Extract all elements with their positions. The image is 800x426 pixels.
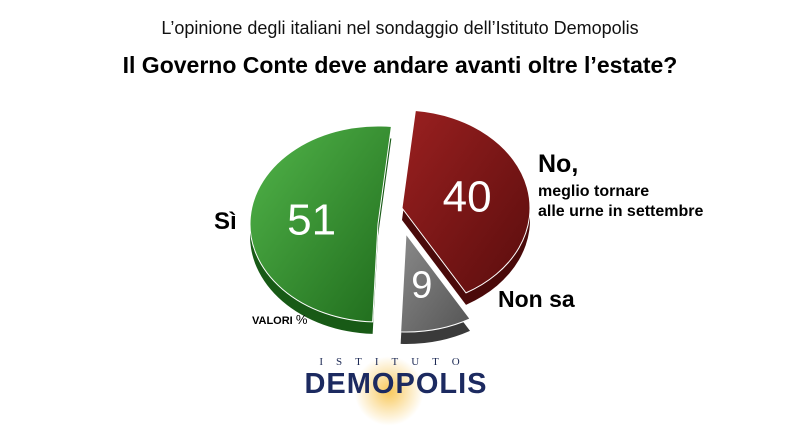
slice-label-no-line-1: meglio tornare: [538, 183, 650, 200]
value-label-no: 40: [443, 172, 492, 221]
values-unit-percent: %: [295, 312, 308, 327]
value-label-si: 51: [287, 195, 336, 244]
chart-subtitle: L’opinione degli italiani nel sondaggio …: [161, 18, 639, 38]
pie-slice-no: [401, 110, 531, 294]
value-label-non-sa: 9: [411, 264, 432, 306]
pie-slice-si: [249, 125, 392, 323]
values-unit-note: VALORI %: [252, 312, 307, 327]
slice-label-si: Sì: [214, 208, 237, 235]
slice-label-no-line-2: alle urne in settembre: [538, 203, 704, 220]
chart-title: Il Governo Conte deve andare avanti oltr…: [122, 52, 678, 78]
slice-label-non-sa: Non sa: [498, 286, 575, 312]
slice-label-no: No,: [538, 150, 579, 178]
brand-logo: DEMOPOLIS: [304, 368, 488, 400]
slice-label-no-detail: meglio tornare alle urne in settembre: [538, 182, 768, 222]
values-unit-text: VALORI: [252, 315, 293, 327]
brand-logo-subtitle: ISTITUTO: [319, 356, 473, 368]
pie-slice-non-sa: [400, 232, 471, 333]
brand-logo-glow: [354, 356, 424, 426]
